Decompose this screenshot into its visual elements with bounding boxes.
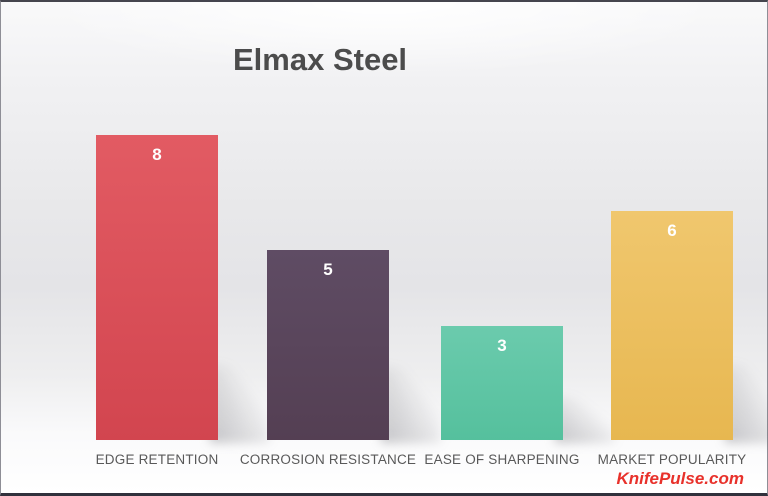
- bar-shadow: [555, 397, 615, 443]
- category-label-edge-retention: EDGE RETENTION: [95, 452, 219, 467]
- bar-value-label: 6: [667, 221, 677, 241]
- chart-title: Elmax Steel: [233, 42, 408, 77]
- bar-shadow: [381, 366, 441, 443]
- bar-market-popularity: 6: [611, 211, 733, 440]
- category-label-ease-of-sharpening: EASE OF SHARPENING: [424, 452, 580, 467]
- bar-shadow: [210, 365, 270, 443]
- bar-group-edge-retention: 8: [96, 135, 270, 443]
- bar-edge-retention: 8: [96, 135, 218, 440]
- bar-value-label: 3: [497, 335, 507, 355]
- category-label-market-popularity: MARKET POPULARITY: [597, 452, 747, 467]
- bar-ease-of-sharpening: 3: [441, 325, 563, 440]
- bar-value-label: 8: [152, 145, 162, 165]
- watermark-knifepulse: KnifePulse.com: [616, 469, 744, 488]
- bar-group-ease-of-sharpening: 3: [441, 325, 615, 443]
- bar-corrosion-resistance: 5: [267, 249, 389, 440]
- bar-group-market-popularity: 6: [611, 211, 768, 443]
- bar-group-corrosion-resistance: 5: [267, 249, 441, 443]
- category-label-corrosion-resistance: CORROSION RESISTANCE: [239, 452, 417, 467]
- bar-value-label: 5: [323, 259, 333, 279]
